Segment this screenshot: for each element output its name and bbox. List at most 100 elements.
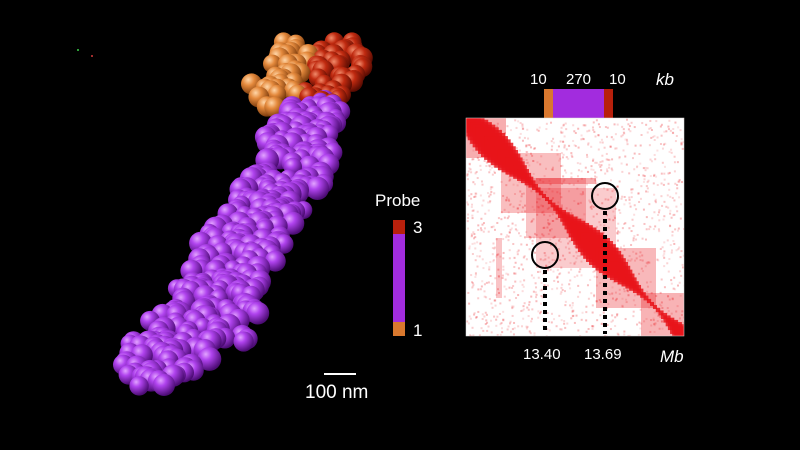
map-noise [559, 157, 562, 160]
map-noise [593, 275, 596, 278]
map-noise [622, 149, 625, 152]
map-noise [606, 126, 609, 129]
map-noise [507, 273, 510, 276]
map-noise [539, 163, 542, 166]
map-noise [556, 191, 559, 194]
map-noise [579, 193, 582, 196]
map-noise [595, 176, 598, 179]
map-noise [562, 254, 565, 257]
map-noise [669, 244, 672, 247]
probe-legend-orange [393, 322, 405, 336]
map-noise [580, 318, 583, 321]
map-noise [640, 267, 643, 270]
map-noise [513, 256, 516, 259]
map-noise [564, 300, 567, 303]
map-noise [508, 257, 511, 260]
map-noise [676, 161, 679, 164]
map-noise [577, 295, 580, 298]
map-noise [680, 143, 683, 146]
map-noise [643, 178, 646, 181]
map-noise [566, 237, 569, 240]
map-noise [595, 284, 598, 287]
map-noise [535, 233, 538, 236]
map-noise [631, 188, 634, 191]
map-noise [493, 299, 496, 302]
map-noise [503, 285, 506, 288]
map-noise [642, 167, 645, 170]
map-noise [671, 230, 674, 233]
map-noise [633, 213, 636, 216]
map-noise [509, 322, 512, 325]
map-noise [633, 126, 636, 129]
map-noise [570, 306, 573, 309]
map-noise [580, 274, 583, 277]
map-noise [525, 159, 528, 162]
map-noise [521, 193, 524, 196]
map-noise [471, 214, 474, 217]
map-noise [625, 298, 628, 301]
map-noise [621, 195, 624, 198]
map-noise [616, 185, 619, 188]
map-noise [486, 329, 489, 332]
map-noise [647, 179, 650, 182]
map-noise [497, 253, 500, 256]
map-noise [623, 195, 626, 198]
map-noise [604, 172, 607, 175]
map-noise [681, 263, 684, 266]
map-noise [593, 270, 596, 273]
map-noise [517, 249, 520, 252]
map-noise [531, 205, 534, 208]
map-noise [519, 121, 522, 124]
map-noise [472, 231, 475, 234]
map-noise [631, 218, 634, 221]
map-noise [600, 323, 603, 326]
map-noise [525, 231, 528, 234]
map-noise [615, 297, 618, 300]
map-noise [645, 123, 648, 126]
map-noise [561, 182, 564, 185]
map-noise [541, 233, 544, 236]
map-noise [509, 320, 512, 323]
map-noise [475, 170, 478, 173]
map-noise [516, 207, 519, 210]
map-noise [653, 324, 656, 327]
map-noise [636, 165, 639, 168]
map-noise [555, 217, 558, 220]
map-noise [560, 204, 563, 207]
map-noise [605, 335, 608, 336]
map-noise [611, 190, 614, 193]
chromatin-structure [113, 32, 373, 396]
map-diagonal [550, 202, 556, 208]
map-noise [502, 310, 505, 313]
map-noise [563, 322, 566, 325]
map-noise [496, 221, 499, 224]
map-noise [562, 153, 565, 156]
map-noise [605, 158, 608, 161]
map-noise [507, 239, 510, 242]
map-noise [488, 268, 491, 271]
map-noise [670, 312, 673, 315]
map-noise [551, 213, 554, 216]
map-noise [528, 237, 531, 240]
map-noise [580, 134, 583, 137]
map-noise [539, 270, 542, 273]
map-noise [609, 145, 612, 148]
map-noise [611, 314, 614, 317]
map-noise [623, 290, 626, 293]
map-noise [598, 163, 601, 166]
map-noise [640, 185, 643, 188]
map-noise [483, 283, 486, 286]
map-noise [683, 316, 684, 319]
map-noise [508, 176, 511, 179]
map-noise [499, 255, 502, 258]
map-noise [651, 135, 654, 138]
map-noise [542, 205, 545, 208]
map-noise [591, 311, 594, 314]
map-noise [491, 306, 494, 309]
map-noise [548, 187, 551, 190]
map-noise [673, 276, 676, 279]
map-noise [561, 131, 564, 134]
map-noise [490, 226, 493, 229]
map-noise [509, 228, 512, 231]
map-noise [557, 280, 560, 283]
